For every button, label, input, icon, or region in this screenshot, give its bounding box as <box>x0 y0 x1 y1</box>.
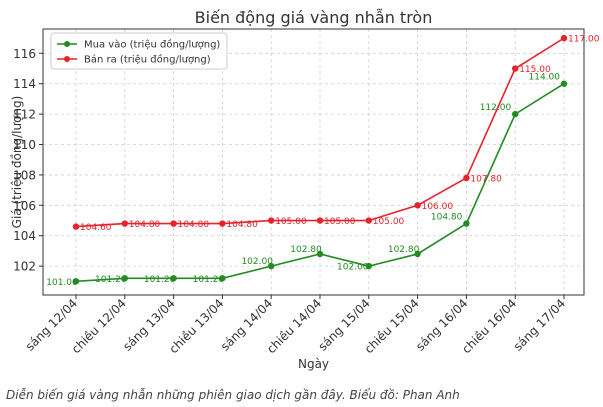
data-point <box>72 278 80 285</box>
data-label: 101.20 <box>193 275 225 285</box>
legend-label: Bán ra (triệu đồng/lượng) <box>84 54 211 66</box>
data-point <box>268 217 275 224</box>
data-point <box>170 220 177 227</box>
figure-caption: Diễn biến giá vàng nhẫn những phiên giao… <box>6 388 460 402</box>
data-label: 101.20 <box>144 275 176 285</box>
data-point <box>219 220 226 227</box>
legend-swatch-marker <box>64 41 70 47</box>
x-tick-label: sáng 17/04 <box>511 296 568 353</box>
y-tick-label: 116 <box>13 47 36 61</box>
y-tick-label: 110 <box>13 138 36 152</box>
y-tick-label: 102 <box>13 260 36 274</box>
y-tick-label: 114 <box>13 77 36 91</box>
data-label: 102.80 <box>388 245 420 255</box>
data-point <box>365 217 372 224</box>
data-label: 102.80 <box>290 245 322 255</box>
data-label: 105.00 <box>373 217 405 227</box>
data-point <box>170 275 177 282</box>
data-label: 101.20 <box>95 275 127 285</box>
data-label: 104.60 <box>80 223 112 233</box>
data-label: 104.80 <box>431 213 463 223</box>
legend-box <box>50 32 228 70</box>
data-point <box>316 217 324 224</box>
y-tick-label: 106 <box>13 199 36 213</box>
data-label: 105.00 <box>324 217 356 227</box>
data-label: 114.00 <box>529 73 561 83</box>
data-label: 104.80 <box>226 220 258 230</box>
line-chart: Biến động giá vàng nhẫn tròn 102 104 106 108… <box>10 8 600 371</box>
legend-label: Mua vào (triệu đồng/lượng) <box>84 39 220 51</box>
chart-area: Biến động giá vàng nhẫn tròn 102 104 106 108… <box>10 8 600 371</box>
data-point <box>463 220 470 227</box>
plot-frame <box>42 28 585 296</box>
data-point <box>121 275 128 282</box>
data-label: 107.80 <box>470 174 502 184</box>
data-point <box>268 262 275 270</box>
data-point <box>512 110 519 118</box>
data-point <box>560 34 568 42</box>
data-label: 104.80 <box>129 220 161 230</box>
data-point <box>219 275 226 282</box>
data-point <box>121 220 128 227</box>
y-tick-label: 108 <box>13 168 36 182</box>
data-point <box>414 250 421 258</box>
data-label: 102.00 <box>337 263 369 273</box>
data-label: 106.00 <box>422 202 454 212</box>
data-label: 101.00 <box>46 278 78 288</box>
chart-title: Biến động giá vàng nhẫn tròn <box>195 8 433 27</box>
y-tick-label: 112 <box>13 108 36 122</box>
data-point <box>560 80 568 87</box>
x-axis-label: Ngày <box>298 357 329 371</box>
y-tick-label: 104 <box>13 229 36 243</box>
data-point <box>414 202 421 209</box>
data-point <box>316 250 324 258</box>
data-label: 105.00 <box>275 217 307 227</box>
legend-swatch-marker <box>64 56 70 62</box>
data-label: 102.00 <box>241 257 273 267</box>
data-label: 104.80 <box>178 220 210 230</box>
data-label: 112.00 <box>480 103 512 113</box>
data-point <box>512 65 519 72</box>
data-point <box>463 174 470 182</box>
data-point <box>365 262 372 270</box>
data-label: 115.00 <box>519 65 551 75</box>
y-axis-label: Giá (triệu đồng/lượng) <box>10 96 24 229</box>
data-point <box>72 223 80 230</box>
data-label: 117.00 <box>568 35 600 45</box>
